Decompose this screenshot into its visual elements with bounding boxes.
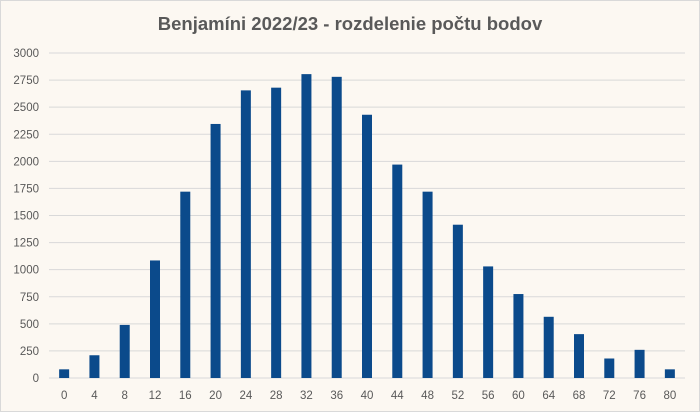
x-tick-label: 56 bbox=[482, 390, 495, 402]
bar-16 bbox=[180, 191, 191, 378]
bar-24 bbox=[240, 90, 251, 378]
x-tick-label: 20 bbox=[209, 390, 222, 402]
x-tick-label: 64 bbox=[542, 390, 555, 402]
bar-72 bbox=[604, 358, 615, 378]
x-tick-label: 40 bbox=[361, 390, 374, 402]
y-tick-label: 1750 bbox=[13, 183, 39, 195]
x-tick-label: 44 bbox=[391, 390, 404, 402]
y-tick-label: 1000 bbox=[13, 265, 39, 277]
y-axis-tick-labels: 0 250 500 750 1000 1250 1500 1750 2000 2250 2500 27… bbox=[13, 48, 39, 385]
y-tick-label: 2000 bbox=[13, 156, 39, 168]
x-tick-label: 12 bbox=[149, 390, 162, 402]
bar-0 bbox=[59, 369, 70, 378]
bar-68 bbox=[574, 334, 584, 378]
x-tick-label: 72 bbox=[603, 390, 616, 402]
x-tick-label: 36 bbox=[330, 390, 343, 402]
x-tick-label: 48 bbox=[421, 390, 434, 402]
bar-56 bbox=[483, 266, 494, 378]
bar-36 bbox=[331, 76, 342, 378]
bar-80 bbox=[664, 369, 675, 378]
y-tick-label: 2250 bbox=[13, 129, 39, 141]
y-tick-label: 1250 bbox=[13, 238, 39, 250]
chart-title: Benjamíni 2022/23 - rozdelenie počtu bod… bbox=[157, 13, 543, 34]
bar-44 bbox=[392, 164, 403, 378]
bars bbox=[59, 74, 675, 379]
y-tick-label: 1500 bbox=[13, 211, 39, 223]
x-tick-label: 76 bbox=[633, 390, 646, 402]
bar-4 bbox=[89, 355, 100, 378]
x-tick-label: 60 bbox=[512, 390, 525, 402]
bar-60 bbox=[513, 294, 524, 378]
bar-20 bbox=[210, 123, 221, 378]
x-tick-label: 80 bbox=[663, 390, 676, 402]
bar-64 bbox=[543, 316, 554, 378]
y-tick-label: 500 bbox=[20, 319, 39, 331]
bar-8 bbox=[119, 324, 130, 378]
y-tick-label: 2750 bbox=[13, 75, 39, 87]
bar-48 bbox=[422, 191, 433, 378]
x-tick-label: 8 bbox=[122, 390, 128, 402]
bar-40 bbox=[362, 114, 372, 378]
x-tick-label: 28 bbox=[270, 390, 283, 402]
x-tick-label: 24 bbox=[239, 390, 252, 402]
bar-52 bbox=[452, 224, 463, 378]
y-tick-label: 2500 bbox=[13, 102, 39, 114]
y-tick-label: 250 bbox=[20, 346, 39, 358]
y-tick-label: 750 bbox=[20, 292, 39, 304]
bar-32 bbox=[301, 74, 312, 378]
y-tick-label: 0 bbox=[33, 373, 39, 385]
x-tick-label: 0 bbox=[61, 390, 67, 402]
bar-76 bbox=[634, 349, 645, 378]
x-tick-label: 4 bbox=[91, 390, 98, 402]
x-tick-label: 52 bbox=[451, 390, 464, 402]
x-tick-label: 32 bbox=[300, 390, 313, 402]
x-tick-label: 68 bbox=[573, 390, 586, 402]
x-tick-label: 16 bbox=[179, 390, 192, 402]
y-tick-label: 3000 bbox=[13, 48, 39, 60]
bar-28 bbox=[271, 87, 282, 379]
x-axis-tick-labels: 0 4 8 12 16 20 24 28 32 36 40 44 48 52 56 60 64 68 72 76 80 bbox=[61, 390, 676, 402]
bar-12 bbox=[150, 260, 160, 378]
